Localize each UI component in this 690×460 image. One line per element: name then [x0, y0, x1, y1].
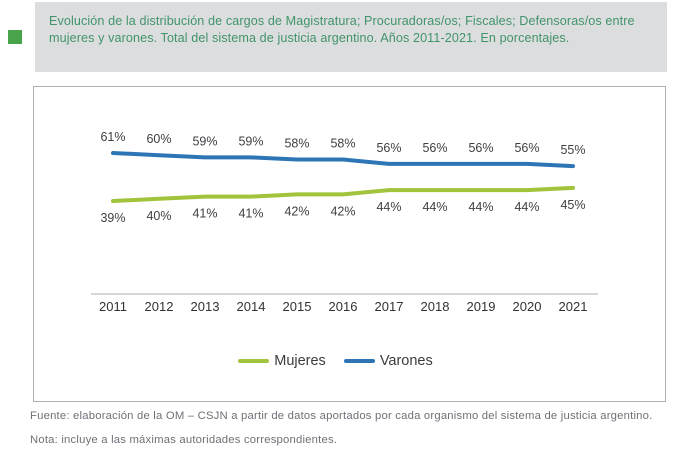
- varones-line: [111, 151, 575, 169]
- data-label-mujeres-2011: 39%: [100, 211, 125, 225]
- data-label-mujeres-2013: 41%: [192, 207, 217, 221]
- data-label-mujeres-2017: 44%: [376, 200, 401, 214]
- data-label-mujeres-2012: 40%: [146, 209, 171, 223]
- data-label-mujeres-2020: 44%: [514, 200, 539, 214]
- legend-item-varones: Varones: [343, 353, 433, 369]
- note: Nota: incluye a las máximas autoridades …: [30, 434, 338, 446]
- varones-legend-swatch: [343, 358, 375, 364]
- x-tick-2018: 2018: [421, 299, 450, 314]
- data-label-mujeres-2014: 41%: [238, 207, 263, 221]
- figure-title: Evolución de la distribución de cargos d…: [49, 14, 635, 45]
- data-label-varones-2020: 56%: [514, 141, 539, 155]
- mujeres-legend-swatch: [238, 358, 270, 364]
- x-tick-2019: 2019: [467, 299, 496, 314]
- data-label-mujeres-2018: 44%: [422, 200, 447, 214]
- chart-legend: Mujeres Varones: [20, 353, 651, 369]
- data-label-varones-2011: 61%: [100, 130, 125, 144]
- data-label-varones-2021: 55%: [560, 143, 585, 157]
- data-label-varones-2019: 56%: [468, 141, 493, 155]
- source-note: Fuente: elaboración de la OM – CSJN a pa…: [30, 410, 653, 422]
- x-tick-2014: 2014: [237, 299, 266, 314]
- green-bullet-marker: [8, 30, 22, 44]
- data-label-varones-2015: 58%: [284, 137, 309, 151]
- data-label-varones-2013: 59%: [192, 134, 217, 148]
- legend-label-varones: Varones: [379, 353, 433, 369]
- legend-item-mujeres: Mujeres: [238, 353, 326, 369]
- data-label-mujeres-2016: 42%: [330, 204, 355, 218]
- x-tick-2017: 2017: [375, 299, 404, 314]
- line-chart: 39% 40% 41% 41% 42% 42% 44% 44% 44% 44% 45% 61% 60% 5…: [91, 130, 598, 314]
- x-tick-2013: 2013: [191, 299, 220, 314]
- x-tick-2015: 2015: [283, 299, 312, 314]
- x-tick-2012: 2012: [145, 299, 174, 314]
- data-label-mujeres-2015: 42%: [284, 204, 309, 218]
- data-label-mujeres-2019: 44%: [468, 200, 493, 214]
- data-label-varones-2014: 59%: [238, 134, 263, 148]
- x-tick-2021: 2021: [559, 299, 588, 314]
- x-tick-2016: 2016: [329, 299, 358, 314]
- chart-container: 39% 40% 41% 41% 42% 42% 44% 44% 44% 44% 45% 61% 60% 5…: [33, 86, 666, 402]
- legend-label-mujeres: Mujeres: [274, 353, 326, 369]
- data-label-varones-2016: 58%: [330, 137, 355, 151]
- data-label-varones-2018: 56%: [422, 141, 447, 155]
- x-tick-2020: 2020: [513, 299, 542, 314]
- figure-title-box: Evolución de la distribución de cargos d…: [35, 2, 667, 72]
- data-label-mujeres-2021: 45%: [560, 198, 585, 212]
- data-label-varones-2017: 56%: [376, 141, 401, 155]
- mujeres-line: [111, 185, 575, 203]
- x-tick-2011: 2011: [99, 299, 127, 314]
- data-label-varones-2012: 60%: [146, 132, 171, 146]
